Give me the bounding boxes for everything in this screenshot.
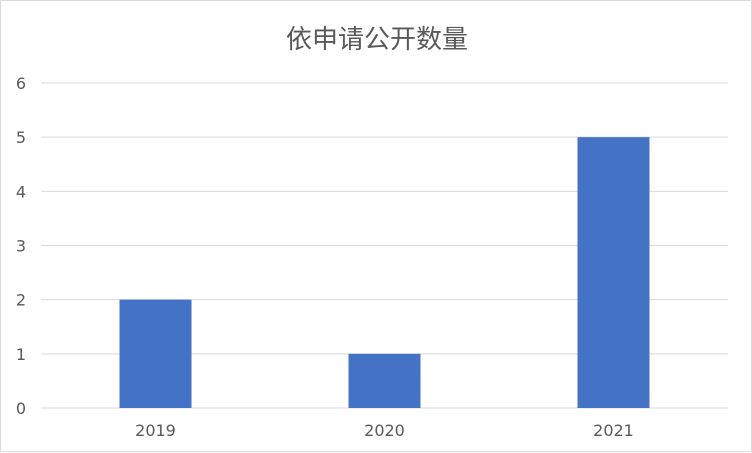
y-tick-label: 1 — [16, 345, 26, 364]
y-tick-label: 2 — [16, 291, 26, 310]
y-tick-label: 5 — [16, 128, 26, 147]
y-tick-label: 6 — [16, 74, 26, 93]
x-tick-label: 2021 — [593, 421, 634, 440]
chart-title: 依申请公开数量 — [286, 25, 468, 55]
y-tick-label: 4 — [16, 182, 26, 201]
bar-2021 — [577, 137, 650, 408]
bar-2019 — [119, 299, 192, 408]
y-tick-label: 3 — [16, 237, 26, 256]
y-tick-label: 0 — [16, 399, 26, 418]
x-tick-label: 2020 — [364, 421, 405, 440]
bar-2020 — [348, 353, 421, 408]
x-tick-label: 2019 — [135, 421, 176, 440]
